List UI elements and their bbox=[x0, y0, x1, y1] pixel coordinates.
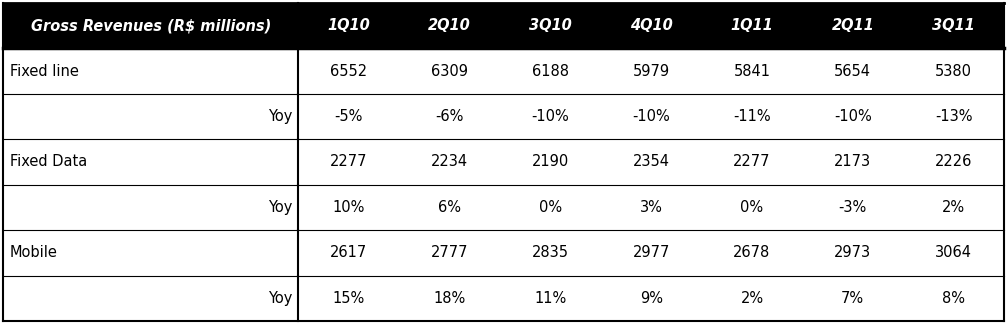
Text: 2%: 2% bbox=[740, 291, 763, 306]
Text: 11%: 11% bbox=[534, 291, 567, 306]
Text: 2835: 2835 bbox=[532, 245, 569, 260]
Text: -13%: -13% bbox=[934, 109, 973, 124]
Text: 2Q10: 2Q10 bbox=[428, 18, 471, 33]
Text: 6552: 6552 bbox=[330, 64, 368, 79]
Text: -10%: -10% bbox=[632, 109, 670, 124]
Text: 0%: 0% bbox=[539, 200, 562, 215]
Text: 2678: 2678 bbox=[733, 245, 770, 260]
Text: 5979: 5979 bbox=[632, 64, 670, 79]
Text: 2617: 2617 bbox=[330, 245, 368, 260]
Text: 2234: 2234 bbox=[431, 155, 468, 169]
Text: 4Q10: 4Q10 bbox=[629, 18, 673, 33]
Text: -10%: -10% bbox=[532, 109, 569, 124]
Text: 3064: 3064 bbox=[936, 245, 972, 260]
Text: 18%: 18% bbox=[433, 291, 465, 306]
Text: Gross Revenues (R$ millions): Gross Revenues (R$ millions) bbox=[30, 18, 271, 33]
Text: Fixed line: Fixed line bbox=[10, 64, 79, 79]
Text: 2777: 2777 bbox=[431, 245, 468, 260]
Text: -10%: -10% bbox=[834, 109, 872, 124]
Text: 2277: 2277 bbox=[330, 155, 368, 169]
Text: 2354: 2354 bbox=[632, 155, 670, 169]
Text: 6188: 6188 bbox=[532, 64, 569, 79]
Text: 3%: 3% bbox=[639, 200, 663, 215]
Text: Fixed Data: Fixed Data bbox=[10, 155, 88, 169]
Text: 3Q11: 3Q11 bbox=[932, 18, 975, 33]
Text: 1Q11: 1Q11 bbox=[731, 18, 773, 33]
Text: 2Q11: 2Q11 bbox=[832, 18, 874, 33]
Text: 6%: 6% bbox=[438, 200, 461, 215]
Text: 5654: 5654 bbox=[834, 64, 871, 79]
Text: -3%: -3% bbox=[839, 200, 867, 215]
Text: 2977: 2977 bbox=[632, 245, 670, 260]
Text: 1Q10: 1Q10 bbox=[327, 18, 371, 33]
Text: 2%: 2% bbox=[942, 200, 965, 215]
Text: 15%: 15% bbox=[332, 291, 365, 306]
Text: 8%: 8% bbox=[943, 291, 965, 306]
Text: 7%: 7% bbox=[841, 291, 864, 306]
Text: 5380: 5380 bbox=[936, 64, 972, 79]
Text: Yoy: Yoy bbox=[268, 291, 292, 306]
Text: 2173: 2173 bbox=[834, 155, 871, 169]
Text: 5841: 5841 bbox=[733, 64, 770, 79]
Text: Mobile: Mobile bbox=[10, 245, 57, 260]
Text: Yoy: Yoy bbox=[268, 109, 292, 124]
Text: 10%: 10% bbox=[332, 200, 365, 215]
Text: 3Q10: 3Q10 bbox=[529, 18, 572, 33]
Text: -5%: -5% bbox=[334, 109, 363, 124]
Text: 2973: 2973 bbox=[834, 245, 871, 260]
Text: 6309: 6309 bbox=[431, 64, 468, 79]
Text: -6%: -6% bbox=[435, 109, 463, 124]
Text: Yoy: Yoy bbox=[268, 200, 292, 215]
Text: 2226: 2226 bbox=[934, 155, 973, 169]
Text: -11%: -11% bbox=[733, 109, 770, 124]
Text: 9%: 9% bbox=[639, 291, 663, 306]
Text: 2190: 2190 bbox=[532, 155, 569, 169]
Text: 0%: 0% bbox=[740, 200, 763, 215]
Text: 2277: 2277 bbox=[733, 155, 770, 169]
